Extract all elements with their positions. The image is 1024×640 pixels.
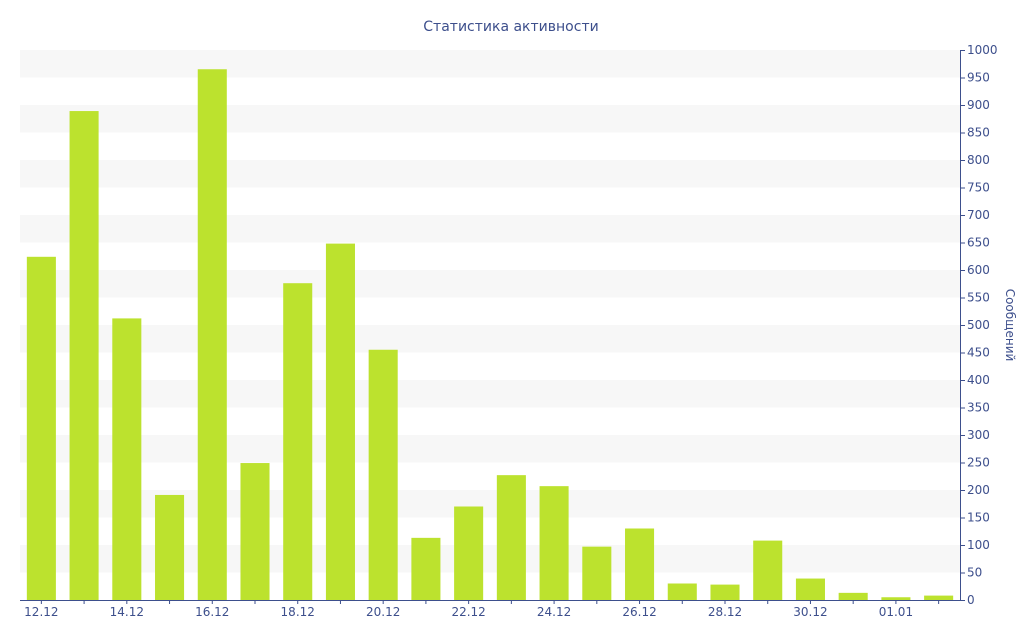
- x-tick-label: 14.12: [110, 605, 144, 619]
- bar-21.12: [411, 537, 441, 600]
- bar-02.01: [924, 595, 954, 600]
- x-tick-label: 24.12: [537, 605, 571, 619]
- y-tick-label: 650: [967, 236, 990, 250]
- x-tick-label: 22.12: [451, 605, 485, 619]
- grid-band: [20, 50, 960, 78]
- x-tick-label: 12.12: [24, 605, 58, 619]
- bar-19.12: [325, 243, 355, 600]
- y-tick-label: 500: [967, 318, 990, 332]
- y-tick-label: 1000: [967, 43, 998, 57]
- y-tick-label: 0: [967, 593, 975, 607]
- y-tick-label: 300: [967, 428, 990, 442]
- y-tick-label: 100: [967, 538, 990, 552]
- x-tick-label: 28.12: [708, 605, 742, 619]
- chart-title: Статистика активности: [423, 19, 598, 35]
- bar-01.01: [881, 597, 911, 600]
- x-tick-label: 01.01: [879, 605, 913, 619]
- bar-26.12: [625, 528, 655, 600]
- background-bands: [20, 50, 960, 573]
- grid-band: [20, 215, 960, 243]
- y-tick-label: 50: [967, 566, 982, 580]
- grid-band: [20, 435, 960, 463]
- x-tick-label: 20.12: [366, 605, 400, 619]
- bar-31.12: [838, 592, 868, 600]
- bar-23.12: [496, 475, 526, 600]
- y-tick-label: 550: [967, 291, 990, 305]
- bar-17.12: [240, 463, 270, 600]
- x-tick-label: 26.12: [622, 605, 656, 619]
- y-tick-label: 950: [967, 71, 990, 85]
- y-tick-label: 900: [967, 98, 990, 112]
- x-tick-label: 16.12: [195, 605, 229, 619]
- bar-25.12: [582, 546, 612, 600]
- bar-18.12: [283, 283, 313, 600]
- y-tick-label: 250: [967, 456, 990, 470]
- bar-30.12: [795, 578, 825, 600]
- bar-24.12: [539, 486, 569, 600]
- y-tick-label: 700: [967, 208, 990, 222]
- y-axis-ticks: 0 50 100 150 200 250 300 350 400 450 500 550 600 650 7…: [960, 43, 998, 607]
- y-tick-label: 400: [967, 373, 990, 387]
- y-tick-label: 850: [967, 126, 990, 140]
- y-tick-label: 450: [967, 346, 990, 360]
- grid-band: [20, 105, 960, 133]
- bar-28.12: [710, 584, 740, 600]
- grid-band: [20, 160, 960, 188]
- y-tick-label: 800: [967, 153, 990, 167]
- y-tick-label: 200: [967, 483, 990, 497]
- y-tick-label: 750: [967, 181, 990, 195]
- bar-22.12: [454, 506, 484, 600]
- y-tick-label: 150: [967, 511, 990, 525]
- x-tick-label: 30.12: [793, 605, 827, 619]
- bar-13.12: [69, 111, 99, 601]
- bar-15.12: [155, 494, 185, 600]
- x-tick-label: 18.12: [281, 605, 315, 619]
- bar-27.12: [667, 583, 697, 600]
- bar-20.12: [368, 349, 398, 600]
- bar-series: [26, 69, 954, 601]
- bar-16.12: [197, 69, 227, 600]
- y-tick-label: 350: [967, 401, 990, 415]
- grid-band: [20, 380, 960, 408]
- grid-band: [20, 270, 960, 298]
- bar-12.12: [26, 256, 56, 600]
- y-axis-label: Сообщений: [1003, 289, 1017, 362]
- grid-band: [20, 325, 960, 353]
- y-tick-label: 600: [967, 263, 990, 277]
- x-axis-ticks: 12.12 14.12 16.12 18.12 20.12 22.12 24.12 26.12…: [24, 600, 940, 619]
- bar-14.12: [112, 318, 142, 600]
- bar-29.12: [753, 540, 783, 600]
